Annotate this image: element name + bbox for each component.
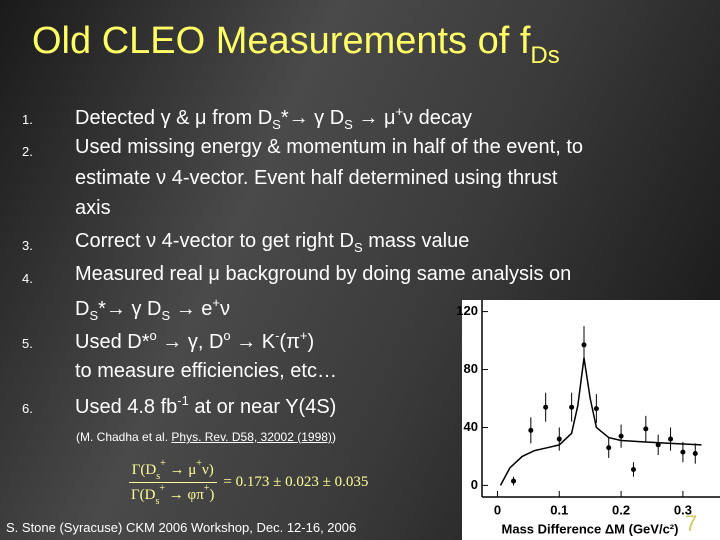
x-axis-label: Mass Difference ΔM (GeV/c²) [502,521,679,536]
text: S [344,117,353,132]
text: + [299,328,308,343]
item-line: Measured real μ background by doing same… [75,263,572,285]
footer: S. Stone (Syracuse) CKM 2006 Workshop, D… [6,520,357,535]
y-tick-label: 80 [464,361,478,376]
data-point [606,445,612,451]
data-point [556,436,562,442]
data-point [581,342,587,348]
text: Correct ν 4-vector to get right D [75,230,354,252]
text: Used D* [75,331,150,353]
item-line: DS*→ γ DS → e+ν [75,295,230,323]
fit-curve [499,357,702,486]
data-point [511,478,517,484]
data-point [680,449,686,455]
text: ) [307,331,315,353]
item-line: Correct ν 4-vector to get right DS mass … [75,230,469,255]
title-sub: Ds [530,42,560,69]
item-line: Detected γ & μ from DS*→ γ DS → μ+ν deca… [75,104,472,132]
text: → μ [165,462,197,478]
item-line: Used D*o → γ, Do → K-(π+) [75,328,314,354]
text: *→ γ D [280,107,345,129]
text: + [395,104,404,119]
item-line: Used missing energy & momentum in half o… [75,136,584,158]
text: s [156,471,161,482]
x-tick-label: 0.3 [674,502,692,517]
text: ν decay [403,107,472,129]
data-point [668,436,674,442]
data-point [543,404,549,410]
text: + [159,483,166,494]
text: o [223,328,231,343]
data-point [630,466,636,472]
text: (π [279,331,300,353]
data-point [618,433,624,439]
data-point [655,442,661,448]
citation: (M. Chadha et al. Phys. Rev. D58, 32002 … [76,430,336,444]
item-number: 6. [22,401,33,416]
text: ) [209,487,215,503]
data-point [528,427,534,433]
text: → μ [352,107,396,129]
slide-title: Old CLEO Measurements of fDs [32,20,560,70]
text: + [160,458,166,469]
item-line: axis [75,197,111,219]
text: → φπ [165,487,204,503]
text: Γ(D [131,487,156,503]
numerator: Γ(Ds+ → μ+ν) [128,458,217,483]
item-number: 4. [22,271,33,286]
figure-panel [462,300,720,540]
text: s [155,496,160,507]
text: o [149,328,157,343]
text: - [275,328,280,343]
text: + [203,483,210,494]
item-number: 3. [22,238,33,253]
y-tick-label: 0 [471,477,478,492]
page-number: 7 [685,511,697,536]
text: Used 4.8 fb [75,396,178,418]
text: Detected γ & μ from D [75,107,273,129]
formula: Γ(Ds+ → μ+ν) Γ(Ds+ → φπ+) = 0.173 ± 0.02… [128,458,368,507]
x-tick-label: 0 [494,502,501,517]
text: S [89,308,99,323]
item-number: 5. [22,336,33,351]
text: -1 [177,393,189,408]
data-point [569,404,575,410]
x-tick-label: 0.1 [550,502,568,517]
text: ν [219,298,230,320]
text: *→ γ D [98,298,162,320]
fraction: Γ(Ds+ → μ+ν) Γ(Ds+ → φπ+) [128,458,217,507]
title-text: Old CLEO Measurements of f [32,20,531,62]
item-line: Used 4.8 fb-1 at or near Y(4S) [75,393,336,419]
text: D [75,298,90,320]
text: (M. Chadha et al. [76,430,172,444]
data-point [643,426,649,432]
x-tick-label: 0.2 [612,502,630,517]
item-line: to measure efficiencies, etc… [75,360,337,382]
item-line: estimate ν 4-vector. Event half determin… [75,167,558,189]
text: ) [331,430,336,444]
text: → K [230,331,276,353]
text: + [212,295,220,310]
text: → e [170,298,213,320]
data-point [692,451,698,457]
text: S [161,308,171,323]
text: S [353,240,363,255]
y-tick-label: 120 [456,303,478,318]
y-tick-label: 40 [464,419,478,434]
link[interactable]: Phys. Rev. D58, 32002 (1998) [171,430,332,444]
data-point [593,406,599,412]
text: Γ(D [131,462,157,478]
formula-result: = 0.173 ± 0.023 ± 0.035 [223,474,369,490]
text: S [272,117,281,132]
text: mass value [362,230,470,252]
text: → γ, D [156,331,224,353]
text: ν) [201,462,214,478]
denominator: Γ(Ds + → φπ+) [128,483,217,507]
text: + [196,458,202,469]
text: at or near Y(4S) [188,396,337,418]
item-number: 1. [22,112,33,127]
item-number: 2. [22,144,33,159]
